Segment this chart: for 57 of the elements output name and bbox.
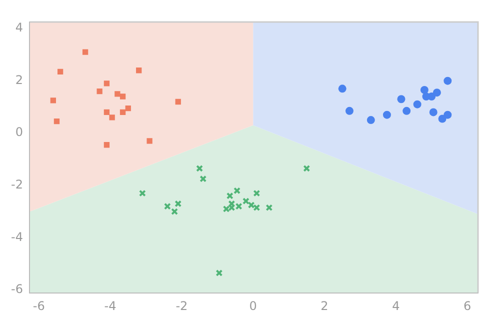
point — [397, 95, 406, 104]
point — [222, 205, 230, 212]
point — [338, 84, 346, 93]
y-tick-label: -6 — [10, 282, 23, 296]
point — [104, 142, 110, 148]
point — [216, 270, 223, 276]
point — [50, 98, 56, 104]
point — [413, 100, 422, 108]
point — [382, 110, 391, 119]
y-tick-label: 0 — [15, 125, 23, 140]
point — [200, 175, 207, 182]
y-tick-label: -4 — [10, 230, 23, 244]
x-tick-label: 2 — [320, 298, 328, 313]
x-tick-label: -6 — [32, 298, 45, 313]
y-tick-label: -2 — [10, 178, 23, 192]
point — [96, 88, 102, 94]
point — [146, 138, 152, 144]
x-tick-label: 0 — [249, 298, 257, 313]
point — [444, 76, 452, 85]
y-tick-label: 4 — [15, 20, 23, 35]
x-tick-label: -4 — [104, 298, 116, 313]
point — [104, 80, 110, 86]
x-tick-label: 4 — [392, 298, 400, 313]
point — [174, 200, 182, 208]
point — [248, 202, 255, 208]
point — [54, 118, 60, 124]
point — [171, 208, 178, 216]
point — [253, 190, 260, 197]
point — [242, 198, 250, 205]
point — [234, 187, 240, 194]
point — [104, 109, 110, 116]
point — [136, 68, 142, 74]
point — [125, 105, 131, 112]
point — [429, 108, 438, 116]
point — [402, 106, 411, 115]
point — [235, 202, 242, 210]
x-tick-label: -2 — [176, 298, 188, 313]
point — [175, 98, 181, 105]
point — [138, 190, 146, 197]
point — [57, 68, 64, 75]
point — [114, 91, 120, 97]
point — [432, 88, 441, 97]
point — [196, 164, 204, 172]
point — [266, 204, 273, 212]
point — [82, 49, 88, 55]
point — [420, 86, 428, 94]
x-tick-label: 6 — [463, 298, 472, 313]
point — [444, 110, 452, 119]
point — [253, 204, 260, 212]
point — [109, 114, 115, 120]
point — [303, 164, 310, 172]
point — [366, 116, 375, 124]
point — [345, 106, 354, 115]
point — [120, 94, 126, 100]
point — [120, 109, 126, 116]
point — [164, 202, 171, 210]
y-tick-label: 2 — [15, 72, 23, 87]
